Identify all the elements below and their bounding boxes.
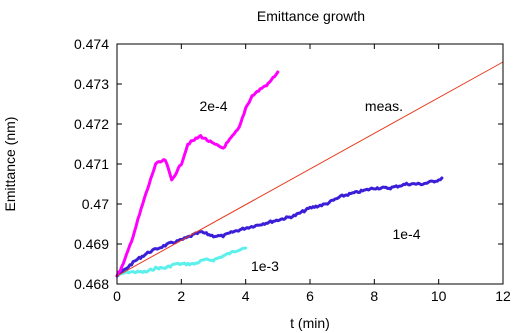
series-annotation: 2e-4 bbox=[199, 98, 227, 114]
x-tick-label: 6 bbox=[306, 288, 314, 304]
plot-frame bbox=[116, 43, 504, 285]
series-line-2e-4 bbox=[115, 70, 280, 278]
y-tick-label: 0.469 bbox=[74, 236, 109, 252]
chart-title: Emittance growth bbox=[257, 8, 365, 24]
x-tick-label: 4 bbox=[242, 288, 250, 304]
x-tick-label: 2 bbox=[177, 288, 185, 304]
x-tick-label: 0 bbox=[113, 288, 121, 304]
series-line-1e-4 bbox=[115, 176, 444, 278]
plot-lines bbox=[115, 61, 504, 278]
series-annotations: 2e-4 meas. 1e-4 1e-3 bbox=[199, 98, 420, 274]
y-tick-label: 0.474 bbox=[74, 36, 109, 52]
x-axis-label: t (min) bbox=[290, 315, 330, 331]
y-tick-label: 0.472 bbox=[74, 116, 109, 132]
x-tick-label: 8 bbox=[370, 288, 378, 304]
series-annotation: meas. bbox=[365, 98, 403, 114]
series-line-1e-3 bbox=[115, 246, 248, 278]
axis-ticks: 0 2 4 6 8 10 12 0.468 0.469 0.47 0.471 0.472 0.473 0.… bbox=[74, 36, 511, 304]
y-tick-label: 0.473 bbox=[74, 76, 109, 92]
y-tick-label: 0.47 bbox=[82, 196, 109, 212]
x-tick-label: 10 bbox=[431, 288, 447, 304]
x-tick-label: 12 bbox=[495, 288, 511, 304]
y-axis-label: Emittance (nm) bbox=[2, 117, 18, 212]
y-tick-label: 0.471 bbox=[74, 156, 109, 172]
series-line-meas bbox=[116, 61, 504, 277]
series-annotation: 1e-4 bbox=[392, 226, 420, 242]
series-annotation: 1e-3 bbox=[251, 258, 279, 274]
y-tick-label: 0.468 bbox=[74, 276, 109, 292]
